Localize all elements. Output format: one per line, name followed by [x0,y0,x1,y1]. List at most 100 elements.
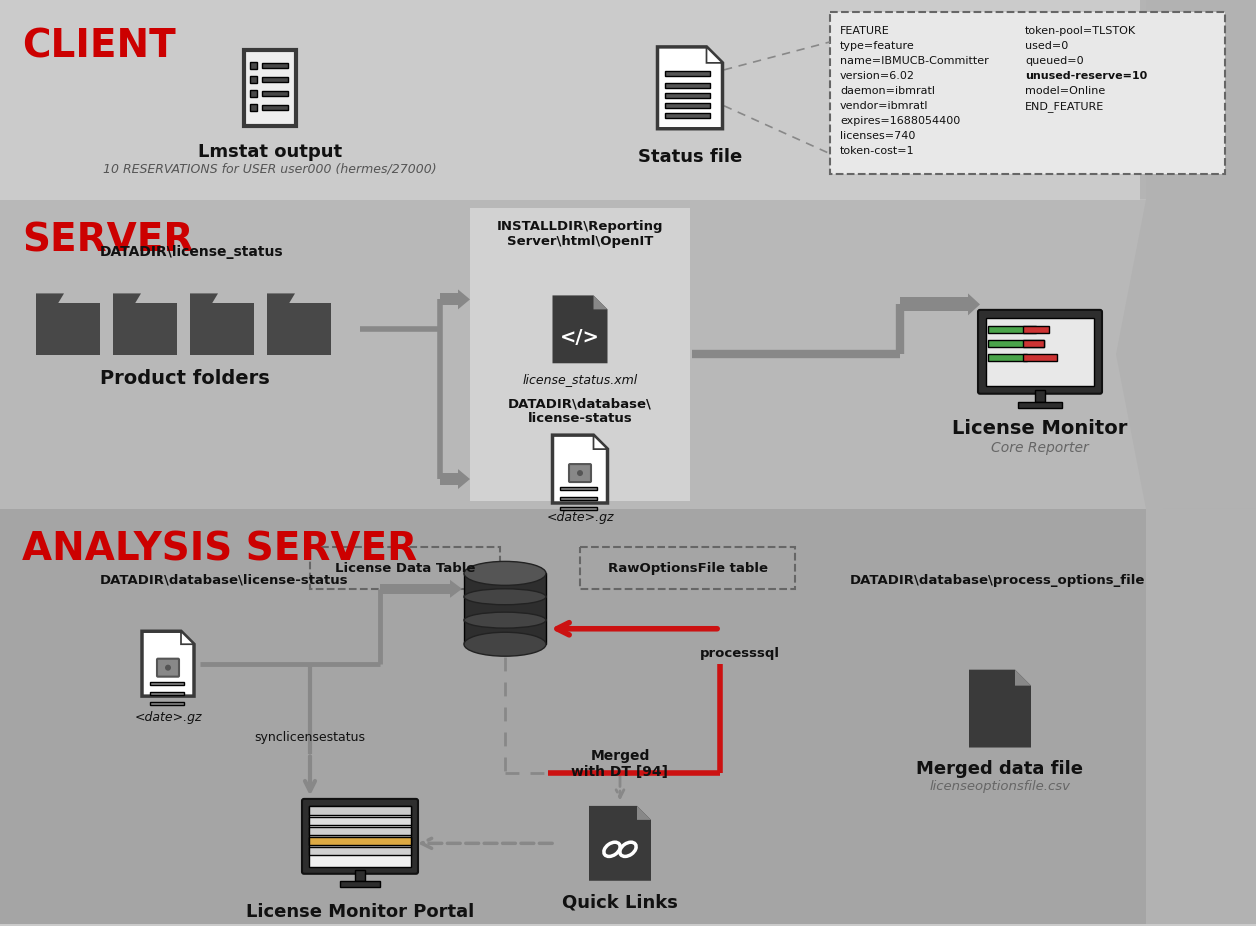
FancyBboxPatch shape [560,487,598,490]
FancyBboxPatch shape [1022,340,1044,347]
Text: license_status.xml: license_status.xml [522,373,638,386]
Polygon shape [1145,0,1256,200]
FancyBboxPatch shape [988,354,1027,361]
Polygon shape [553,435,608,503]
FancyBboxPatch shape [1022,326,1049,332]
Ellipse shape [463,561,546,585]
FancyBboxPatch shape [309,806,411,867]
Ellipse shape [463,612,546,628]
FancyBboxPatch shape [986,318,1094,386]
Text: expires=1688054400: expires=1688054400 [840,116,961,126]
FancyBboxPatch shape [309,806,411,815]
FancyBboxPatch shape [301,799,418,874]
FancyBboxPatch shape [381,584,450,594]
FancyBboxPatch shape [149,692,183,694]
Polygon shape [706,47,722,63]
FancyBboxPatch shape [830,12,1225,174]
Polygon shape [190,294,219,304]
FancyBboxPatch shape [1019,402,1063,407]
Text: RawOptionsFile table: RawOptionsFile table [608,562,767,575]
Text: </>: </> [560,328,600,347]
Polygon shape [594,435,608,449]
Text: INSTALLDIR\Reporting
Server\html\OpenIT: INSTALLDIR\Reporting Server\html\OpenIT [497,219,663,247]
FancyBboxPatch shape [463,573,546,644]
Polygon shape [637,806,651,820]
FancyBboxPatch shape [309,837,411,845]
FancyBboxPatch shape [309,827,411,835]
Text: queued=0: queued=0 [1025,56,1084,66]
Polygon shape [1015,669,1031,685]
Text: token-cost=1: token-cost=1 [840,145,914,156]
Polygon shape [968,669,1031,747]
FancyBboxPatch shape [988,340,1044,347]
Text: DATADIR\database\
license-status: DATADIR\database\ license-status [509,397,652,425]
FancyBboxPatch shape [666,71,711,76]
Text: Product folders: Product folders [100,369,270,388]
Polygon shape [190,304,254,356]
Text: <date>.gz: <date>.gz [546,511,614,524]
FancyBboxPatch shape [244,50,296,126]
Text: END_FEATURE: END_FEATURE [1025,101,1104,112]
FancyBboxPatch shape [263,91,288,95]
FancyBboxPatch shape [149,682,183,684]
Polygon shape [36,304,100,356]
Polygon shape [594,295,608,309]
FancyBboxPatch shape [978,310,1102,394]
Text: Quick Links: Quick Links [563,894,678,911]
Polygon shape [113,304,177,356]
Text: CLIENT: CLIENT [23,28,176,66]
FancyBboxPatch shape [440,473,458,485]
Text: DATADIR\database\process_options_file: DATADIR\database\process_options_file [850,574,1145,587]
FancyBboxPatch shape [666,82,711,88]
Text: licenses=740: licenses=740 [840,131,916,141]
Polygon shape [142,632,193,696]
Text: Status file: Status file [638,148,742,166]
FancyBboxPatch shape [666,113,711,118]
Text: synclicensestatus: synclicensestatus [255,731,365,744]
Text: SERVER: SERVER [23,221,193,259]
Text: Core Reporter: Core Reporter [991,441,1089,455]
FancyBboxPatch shape [263,77,288,81]
FancyBboxPatch shape [470,207,690,501]
FancyBboxPatch shape [309,846,411,855]
Text: Lmstat output: Lmstat output [198,143,342,161]
Ellipse shape [463,589,546,605]
Text: unused-reserve=10: unused-reserve=10 [1025,71,1147,81]
FancyBboxPatch shape [263,63,288,68]
Circle shape [165,665,171,670]
Text: DATADIR\license_status: DATADIR\license_status [100,244,284,258]
Polygon shape [268,294,295,304]
FancyBboxPatch shape [0,0,1256,200]
Polygon shape [1140,0,1256,924]
Polygon shape [458,469,470,489]
FancyBboxPatch shape [250,62,257,69]
FancyBboxPatch shape [560,507,598,510]
FancyBboxPatch shape [309,817,411,825]
FancyBboxPatch shape [0,200,1256,509]
Polygon shape [589,806,651,881]
Text: daemon=ibmratl: daemon=ibmratl [840,86,934,95]
FancyBboxPatch shape [157,658,180,677]
Text: License Monitor: License Monitor [952,419,1128,438]
Ellipse shape [463,632,546,657]
Polygon shape [36,294,64,304]
FancyBboxPatch shape [149,702,183,705]
Polygon shape [657,47,722,129]
FancyBboxPatch shape [560,497,598,500]
Text: DATADIR\database\license-status: DATADIR\database\license-status [100,574,349,587]
FancyBboxPatch shape [440,294,458,306]
FancyBboxPatch shape [250,90,257,97]
FancyBboxPatch shape [309,837,411,845]
Text: Merged data file: Merged data file [917,760,1084,779]
Text: model=Online: model=Online [1025,86,1105,95]
Polygon shape [268,304,332,356]
FancyBboxPatch shape [250,104,257,111]
FancyBboxPatch shape [1035,390,1045,402]
FancyBboxPatch shape [666,93,711,98]
Text: name=IBMUCB-Committer: name=IBMUCB-Committer [840,56,988,66]
Text: licenseoptionsfile.csv: licenseoptionsfile.csv [929,781,1070,794]
Polygon shape [1117,200,1256,509]
FancyBboxPatch shape [569,464,592,482]
Circle shape [577,470,583,476]
FancyBboxPatch shape [0,509,1256,924]
